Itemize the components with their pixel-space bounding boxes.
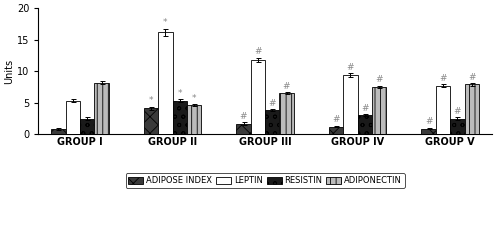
Text: #: # bbox=[468, 73, 476, 82]
Text: #: # bbox=[375, 75, 383, 84]
Text: #: # bbox=[268, 99, 276, 108]
Bar bbox=[279, 93, 294, 134]
Text: #: # bbox=[347, 63, 354, 72]
Y-axis label: Units: Units bbox=[4, 59, 14, 84]
Bar bbox=[372, 87, 386, 134]
Text: #: # bbox=[425, 117, 433, 126]
Text: #: # bbox=[240, 112, 248, 121]
Legend: ADIPOSE INDEX, LEPTIN, RESISTIN, ADIPONECTIN: ADIPOSE INDEX, LEPTIN, RESISTIN, ADIPONE… bbox=[125, 173, 405, 188]
Bar bbox=[251, 60, 265, 134]
Text: #: # bbox=[439, 74, 447, 83]
Bar bbox=[144, 108, 158, 134]
Bar bbox=[465, 84, 479, 134]
Text: *: * bbox=[192, 93, 196, 103]
Text: *: * bbox=[149, 96, 153, 106]
Text: #: # bbox=[283, 82, 290, 91]
Bar bbox=[51, 129, 65, 134]
Text: #: # bbox=[361, 104, 369, 113]
Text: #: # bbox=[332, 115, 340, 124]
Bar bbox=[358, 115, 372, 134]
Text: *: * bbox=[178, 89, 182, 98]
Bar bbox=[422, 129, 436, 134]
Bar bbox=[450, 119, 465, 134]
Bar bbox=[329, 127, 343, 134]
Text: *: * bbox=[163, 18, 168, 27]
Text: #: # bbox=[254, 47, 262, 56]
Bar bbox=[173, 101, 187, 134]
Bar bbox=[65, 101, 80, 134]
Bar bbox=[94, 83, 109, 134]
Text: #: # bbox=[454, 107, 461, 116]
Bar bbox=[187, 105, 201, 134]
Bar bbox=[158, 32, 173, 134]
Bar bbox=[436, 86, 450, 134]
Bar bbox=[343, 75, 358, 134]
Bar bbox=[80, 119, 94, 134]
Bar bbox=[237, 123, 251, 134]
Bar bbox=[265, 110, 279, 134]
